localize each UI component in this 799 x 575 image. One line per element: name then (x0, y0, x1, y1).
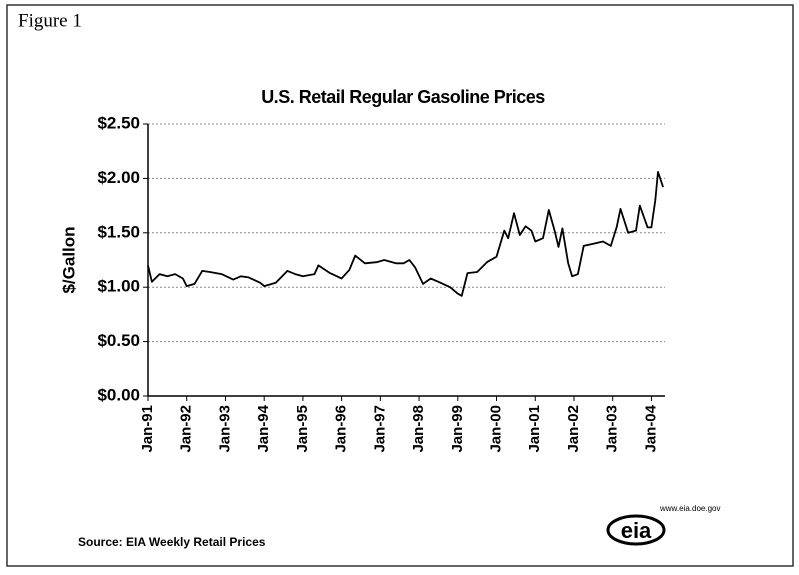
chart-title: U.S. Retail Regular Gasoline Prices (261, 87, 545, 107)
x-tick-label: Jan-00 (488, 405, 505, 453)
x-tick-label: Jan-94 (255, 404, 272, 452)
x-tick-label: Jan-99 (449, 405, 466, 453)
y-tick-label: $2.50 (97, 113, 140, 132)
y-tick-label: $0.50 (97, 331, 140, 350)
x-tick-label: Jan-95 (294, 405, 311, 453)
source-note: Source: EIA Weekly Retail Prices (78, 535, 266, 549)
logo: eia www.eia.doe.gov (606, 504, 720, 546)
x-tick-label: Jan-01 (526, 405, 543, 453)
x-tick-label: Jan-91 (139, 405, 156, 453)
x-tick-label: Jan-04 (642, 404, 659, 452)
logo-ring (606, 514, 666, 546)
logo-text: eia (621, 518, 652, 543)
x-tick-label: Jan-96 (333, 405, 350, 453)
x-tick-label: Jan-02 (565, 405, 582, 453)
y-tick-label: $0.00 (97, 385, 140, 404)
x-tick-label: Jan-93 (216, 405, 233, 453)
x-tick-label: Jan-97 (371, 405, 388, 453)
x-tick-label: Jan-92 (178, 405, 195, 453)
figure-label: Figure 1 (18, 10, 82, 31)
price-line (147, 171, 664, 297)
x-tick-label: Jan-03 (604, 405, 621, 453)
logo-url: www.eia.doe.gov (659, 504, 720, 513)
y-axis-label: $/Gallon (59, 226, 78, 293)
y-tick-label: $1.50 (97, 222, 140, 241)
frame (6, 4, 794, 567)
y-tick-label: $2.00 (97, 168, 140, 187)
y-tick-label: $1.00 (97, 277, 140, 296)
x-tick-label: Jan-98 (410, 405, 427, 453)
